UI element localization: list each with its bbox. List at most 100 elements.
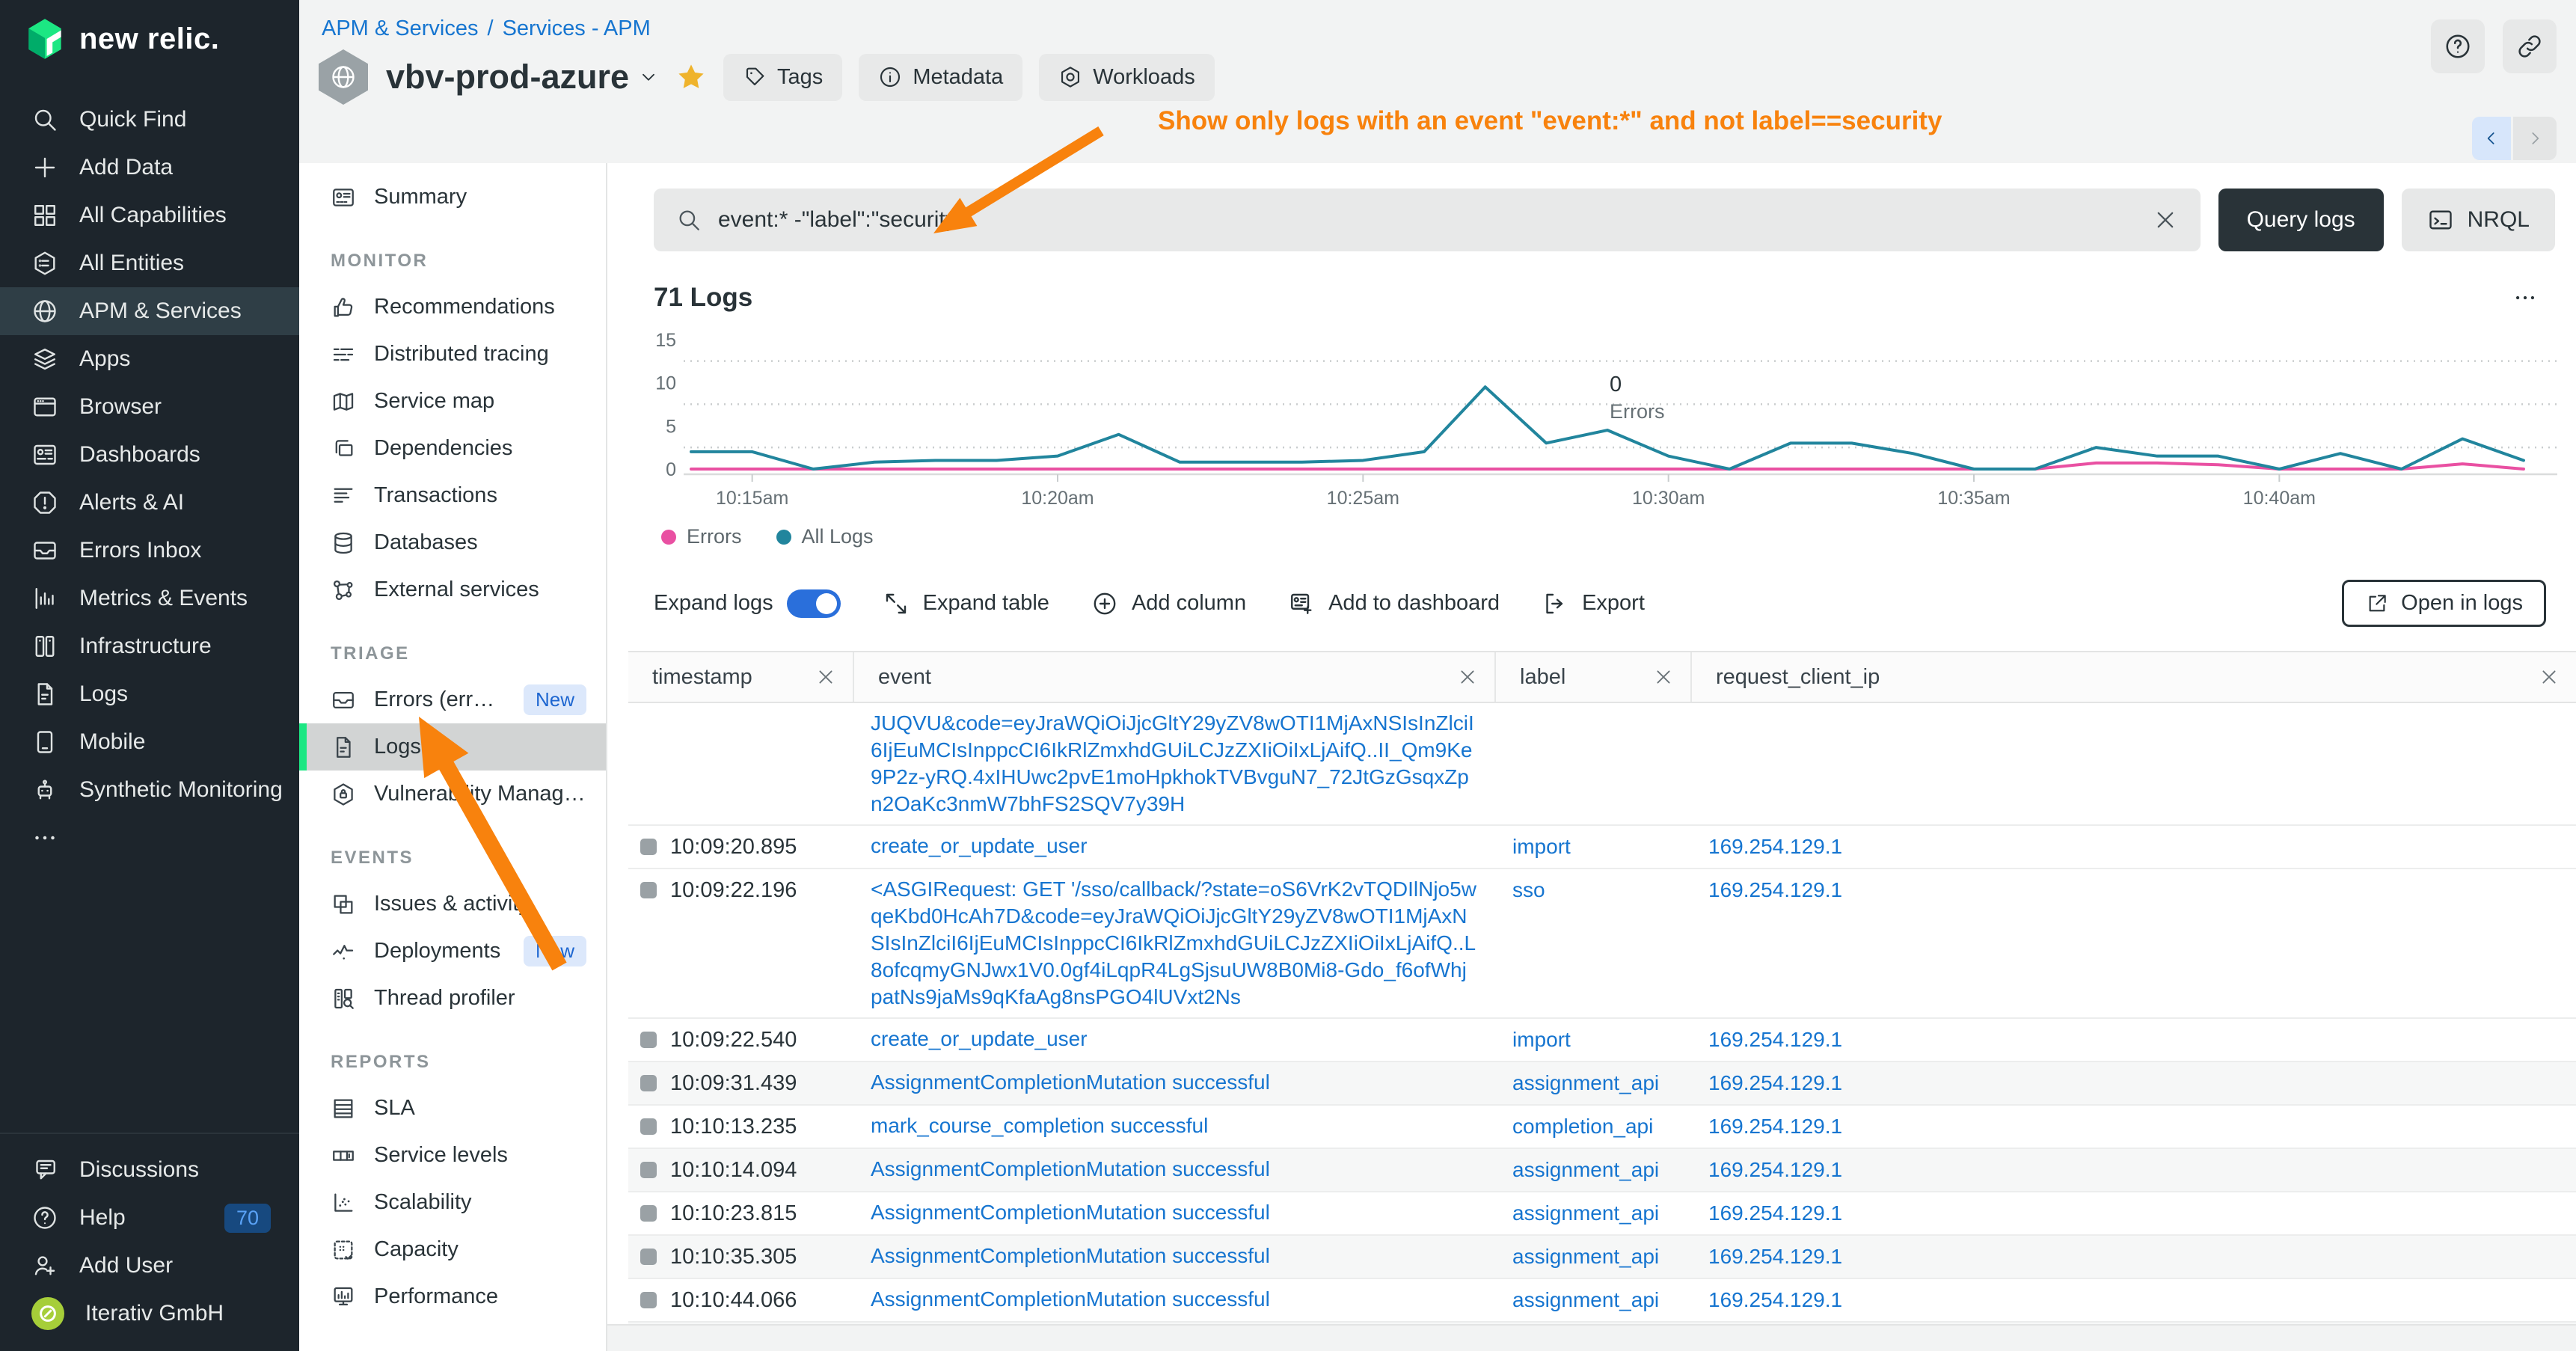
cell-event-link[interactable]: AssignmentCompletionMutation successful	[871, 1287, 1270, 1311]
sidebar-item-more[interactable]	[0, 814, 299, 862]
log-row-handle-icon[interactable]	[640, 1075, 657, 1091]
sidebar-item-mobile[interactable]: Mobile	[0, 718, 299, 766]
log-row-handle-icon[interactable]	[640, 1032, 657, 1048]
log-table-row[interactable]: JUQVU&code=eyJraWQiOiJjcGltY29yZV8wOTI1M…	[628, 703, 2576, 826]
log-table-row[interactable]: 10:09:20.895 create_or_update_user import 1…	[628, 826, 2576, 869]
log-row-handle-icon[interactable]	[640, 1205, 657, 1222]
tags-button[interactable]: Tags	[723, 53, 843, 101]
remove-column-icon[interactable]	[2539, 667, 2560, 687]
sidebar-item-synthetic-monitoring[interactable]: Synthetic Monitoring	[0, 766, 299, 814]
cell-request-client-ip-link[interactable]: 169.254.129.1	[1708, 1028, 1843, 1051]
cell-request-client-ip-link[interactable]: 169.254.129.1	[1708, 1245, 1843, 1268]
cell-event-link[interactable]: create_or_update_user	[871, 834, 1088, 857]
cell-event-link[interactable]: AssignmentCompletionMutation successful	[871, 1157, 1270, 1180]
cell-request-client-ip-link[interactable]	[1690, 703, 2576, 824]
subnav-item-service-map[interactable]: Service map	[299, 378, 606, 425]
log-row-handle-icon[interactable]	[640, 1162, 657, 1178]
subnav-item-service-levels[interactable]: Service levels	[299, 1132, 606, 1179]
sidebar-item-alerts-ai[interactable]: Alerts & AI	[0, 479, 299, 527]
cell-label-link[interactable]: import	[1512, 1028, 1571, 1051]
log-row-handle-icon[interactable]	[640, 1118, 657, 1135]
expand-logs-toggle[interactable]: Expand logs	[654, 589, 841, 618]
cell-event-link[interactable]: <ASGIRequest: GET '/sso/callback/?state=…	[871, 877, 1476, 1008]
subnav-item-logs[interactable]: Logs	[299, 723, 606, 771]
cell-request-client-ip-link[interactable]: 169.254.129.1	[1708, 1115, 1843, 1138]
toggle-on-icon[interactable]	[786, 589, 841, 618]
log-table-row[interactable]: 10:10:35.305 AssignmentCompletionMutation…	[628, 1236, 2576, 1279]
metadata-button[interactable]: Metadata	[859, 53, 1023, 101]
log-table-row[interactable]: 10:10:23.815 AssignmentCompletionMutation…	[628, 1192, 2576, 1236]
export-button[interactable]: Export	[1542, 590, 1645, 617]
subnav-item-capacity[interactable]: Capacity	[299, 1226, 606, 1273]
cell-request-client-ip-link[interactable]: 169.254.129.1	[1708, 878, 1843, 901]
cell-request-client-ip-link[interactable]: 169.254.129.1	[1708, 835, 1843, 858]
time-forward-button[interactable]	[2513, 117, 2557, 160]
subnav-item-transactions[interactable]: Transactions	[299, 472, 606, 519]
subnav-item-performance[interactable]: Performance	[299, 1273, 606, 1320]
sidebar-item-discussions[interactable]: Discussions	[0, 1146, 299, 1194]
subnav-item-recommendations[interactable]: Recommendations	[299, 284, 606, 331]
sidebar-item-logs[interactable]: Logs	[0, 670, 299, 718]
log-row-handle-icon[interactable]	[640, 1292, 657, 1308]
sidebar-item-apm-services[interactable]: APM & Services	[0, 287, 299, 335]
column-header-timestamp[interactable]: timestamp	[628, 652, 853, 702]
cell-event-link[interactable]: AssignmentCompletionMutation successful	[871, 1070, 1270, 1094]
sidebar-item-all-capabilities[interactable]: All Capabilities	[0, 192, 299, 239]
sidebar-item-add-user[interactable]: Add User	[0, 1242, 299, 1290]
remove-column-icon[interactable]	[1653, 667, 1674, 687]
breadcrumb-link-apm[interactable]: APM & Services	[322, 16, 479, 40]
sidebar-item-browser[interactable]: Browser	[0, 383, 299, 431]
help-button[interactable]	[2431, 19, 2485, 73]
sidebar-item-apps[interactable]: Apps	[0, 335, 299, 383]
bottom-scrollbar-track[interactable]	[607, 1324, 2576, 1351]
legend-item-all-logs[interactable]: All Logs	[776, 525, 874, 548]
cell-label-link[interactable]: assignment_api	[1512, 1201, 1660, 1225]
column-header-label[interactable]: label	[1494, 652, 1690, 702]
log-row-handle-icon[interactable]	[640, 1249, 657, 1265]
cell-event-link[interactable]: AssignmentCompletionMutation successful	[871, 1244, 1270, 1267]
subnav-item-thread-profiler[interactable]: Thread profiler	[299, 975, 606, 1022]
cell-label-link[interactable]: assignment_api	[1512, 1288, 1660, 1311]
cell-label-link[interactable]: sso	[1512, 878, 1545, 901]
subnav-item-databases[interactable]: Databases	[299, 519, 606, 566]
column-header-request_client_ip[interactable]: request_client_ip	[1690, 652, 2576, 702]
open-in-logs-button[interactable]: Open in logs	[2342, 580, 2546, 627]
subnav-item-distributed-tracing[interactable]: Distributed tracing	[299, 331, 606, 378]
sidebar-item-quick-find[interactable]: Quick Find	[0, 96, 299, 144]
log-table-row[interactable]: 10:10:14.094 AssignmentCompletionMutation…	[628, 1149, 2576, 1192]
subnav-item-errors-inbox[interactable]: Errors (errors inb... New	[299, 676, 606, 723]
sidebar-item-errors-inbox[interactable]: Errors Inbox	[0, 527, 299, 575]
cell-event-link[interactable]: AssignmentCompletionMutation successful	[871, 1201, 1270, 1224]
log-search-input[interactable]: event:* -"label":"security"	[654, 189, 2201, 251]
cell-event-link[interactable]: mark_course_completion successful	[871, 1114, 1209, 1137]
add-to-dashboard-button[interactable]: Add to dashboard	[1288, 590, 1500, 617]
cell-label-link[interactable]: assignment_api	[1512, 1158, 1660, 1181]
log-table-row[interactable]: 10:09:31.439 AssignmentCompletionMutation…	[628, 1062, 2576, 1106]
column-header-event[interactable]: event	[853, 652, 1494, 702]
log-table-row[interactable]: 10:10:44.066 AssignmentCompletionMutation…	[628, 1279, 2576, 1323]
log-table-row[interactable]: 10:10:13.235 mark_course_completion succe…	[628, 1106, 2576, 1149]
remove-column-icon[interactable]	[815, 667, 836, 687]
log-row-handle-icon[interactable]	[640, 882, 657, 898]
query-logs-button[interactable]: Query logs	[2218, 189, 2384, 251]
nrql-button[interactable]: NRQL	[2401, 189, 2555, 251]
cell-request-client-ip-link[interactable]: 169.254.129.1	[1708, 1158, 1843, 1181]
chart-menu-icon[interactable]	[2509, 285, 2542, 310]
subnav-item-vulnerability-management[interactable]: Vulnerability Management	[299, 771, 606, 818]
workloads-button[interactable]: Workloads	[1039, 53, 1215, 101]
sidebar-item-account[interactable]: Iterativ GmbH	[0, 1290, 299, 1338]
clear-query-icon[interactable]	[2153, 207, 2178, 233]
sidebar-item-help[interactable]: Help 70	[0, 1194, 299, 1242]
copy-link-button[interactable]	[2503, 19, 2557, 73]
cell-label-link[interactable]: completion_api	[1512, 1115, 1654, 1138]
subnav-item-external-services[interactable]: External services	[299, 566, 606, 613]
logs-timeseries-chart[interactable]: 15 10 5 0 10:15am 10:20am 10:25am 10:30am 10:35a…	[654, 317, 2563, 522]
cell-event-link[interactable]: create_or_update_user	[871, 1027, 1088, 1050]
cell-request-client-ip-link[interactable]: 169.254.129.1	[1708, 1288, 1843, 1311]
cell-label-link[interactable]: import	[1512, 835, 1571, 858]
sidebar-item-metrics-events[interactable]: Metrics & Events	[0, 575, 299, 622]
cell-request-client-ip-link[interactable]: 169.254.129.1	[1708, 1201, 1843, 1225]
time-back-button[interactable]	[2472, 117, 2511, 160]
log-table-row[interactable]: 10:09:22.196 <ASGIRequest: GET '/sso/call…	[628, 869, 2576, 1019]
cell-request-client-ip-link[interactable]: 169.254.129.1	[1708, 1071, 1843, 1094]
